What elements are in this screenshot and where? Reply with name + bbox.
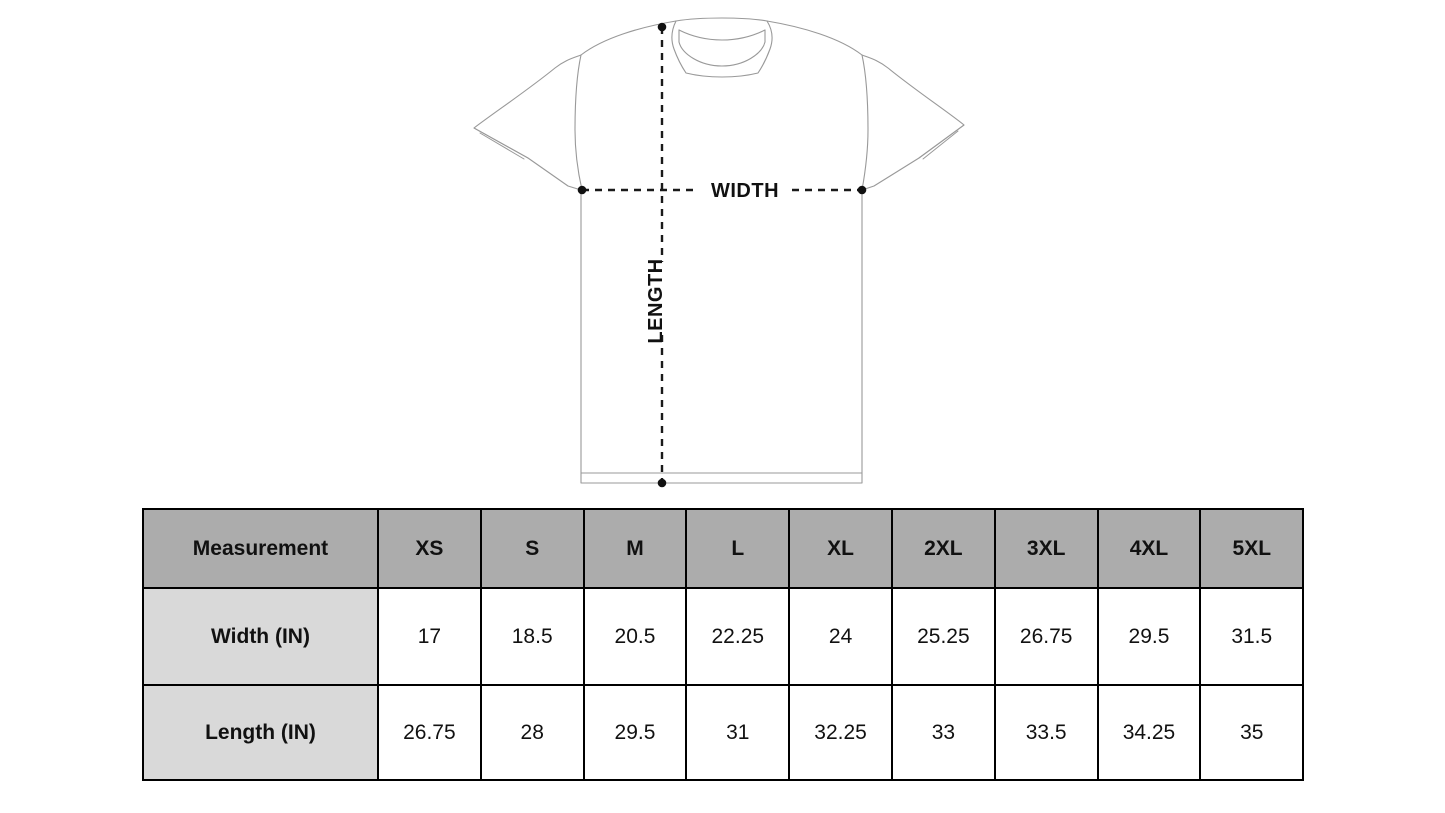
svg-text:LENGTH: LENGTH: [645, 258, 667, 343]
svg-text:WIDTH: WIDTH: [711, 180, 779, 202]
